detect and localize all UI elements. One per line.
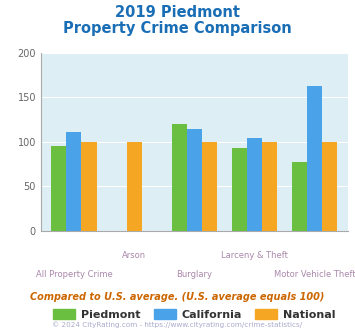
Text: Property Crime Comparison: Property Crime Comparison — [63, 21, 292, 36]
Bar — [262, 142, 277, 231]
Text: Compared to U.S. average. (U.S. average equals 100): Compared to U.S. average. (U.S. average … — [30, 292, 325, 302]
Text: All Property Crime: All Property Crime — [36, 270, 112, 279]
Bar — [292, 162, 307, 231]
Text: 2019 Piedmont: 2019 Piedmont — [115, 5, 240, 20]
Text: Arson: Arson — [122, 250, 146, 260]
Bar — [172, 124, 187, 231]
Bar — [247, 138, 262, 231]
Bar — [202, 142, 217, 231]
Text: Motor Vehicle Theft: Motor Vehicle Theft — [274, 270, 355, 279]
Legend: Piedmont, California, National: Piedmont, California, National — [49, 304, 340, 324]
Bar — [127, 142, 142, 231]
Bar — [322, 142, 337, 231]
Bar — [187, 129, 202, 231]
Bar — [232, 148, 247, 231]
Bar — [66, 132, 81, 231]
Text: Larceny & Theft: Larceny & Theft — [221, 250, 288, 260]
Bar — [51, 146, 66, 231]
Text: Burglary: Burglary — [176, 270, 212, 279]
Bar — [307, 86, 322, 231]
Bar — [81, 142, 97, 231]
Text: © 2024 CityRating.com - https://www.cityrating.com/crime-statistics/: © 2024 CityRating.com - https://www.city… — [53, 322, 302, 328]
